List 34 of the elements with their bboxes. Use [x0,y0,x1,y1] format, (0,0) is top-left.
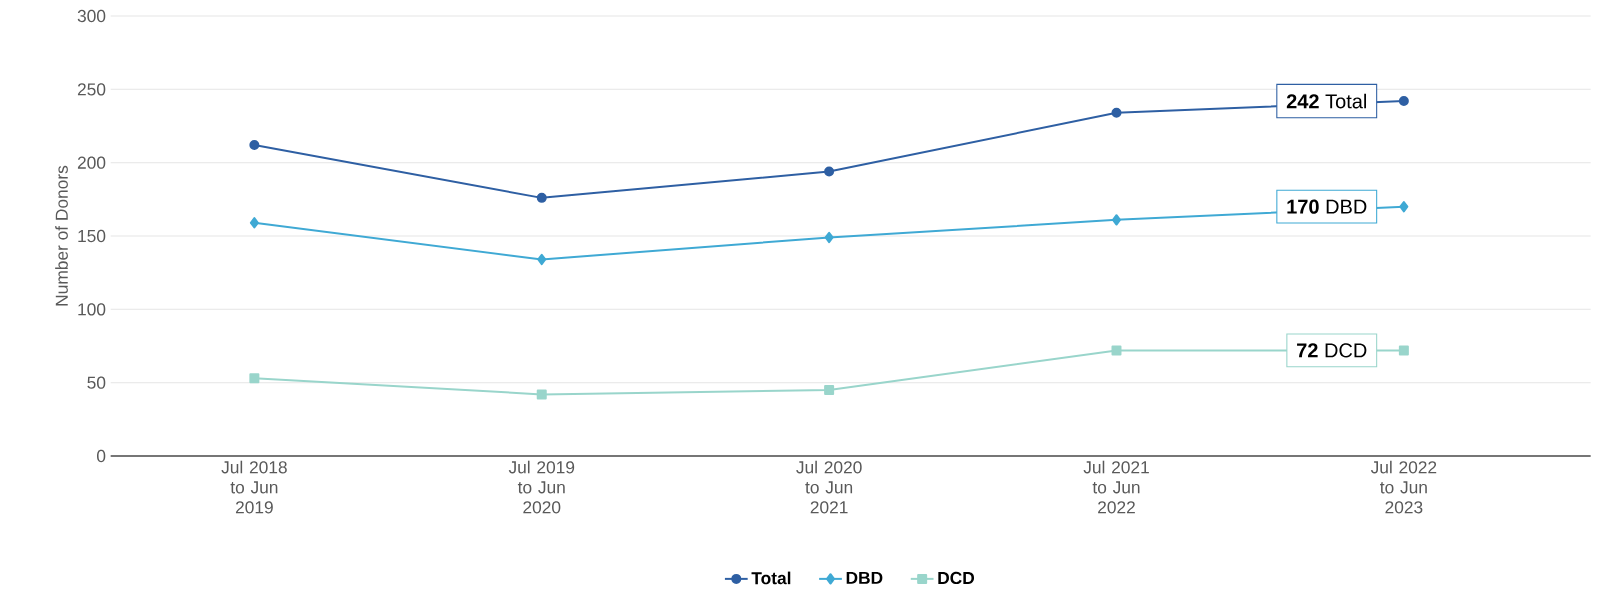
annotation: 242 Total [1286,93,1366,109]
point [249,373,260,384]
point [824,385,835,395]
point [536,192,547,203]
point [1111,345,1122,356]
legend-label: Total [751,571,791,585]
point [1111,214,1121,226]
point [249,217,259,229]
legend-label: DCD [938,571,975,585]
x-tick-label: Jul 2020 to Jun 2021 [796,460,862,514]
point [537,253,547,266]
y-tick-label: 50 [87,376,106,389]
y-tick-label: 250 [77,83,106,96]
y-tick-label: 150 [78,229,106,243]
point [249,140,260,151]
annotation: 170 DBD [1287,199,1367,214]
point [824,166,835,177]
x-tick-label: Jul 2021 to Jun 2022 [1083,460,1149,514]
y-tick-label: 100 [78,303,106,316]
y-tick-label: 300 [77,9,106,23]
point [1398,96,1409,107]
point [1111,107,1122,118]
annotation: 72 DCD [1297,343,1367,358]
point [824,231,834,244]
point [1398,345,1409,356]
legend-label: DBD [846,571,883,584]
x-tick-label: Jul 2022 to Jun 2023 [1370,460,1437,514]
y-axis-title: Number of Donors [55,165,68,306]
point [1399,201,1409,213]
point [536,389,547,400]
x-tick-label: Jul 2019 to Jun 2020 [508,460,575,514]
x-tick-label: Jul 2018 to Jun 2019 [221,460,287,514]
y-tick-label: 0 [97,449,106,463]
y-tick-label: 200 [77,156,106,169]
